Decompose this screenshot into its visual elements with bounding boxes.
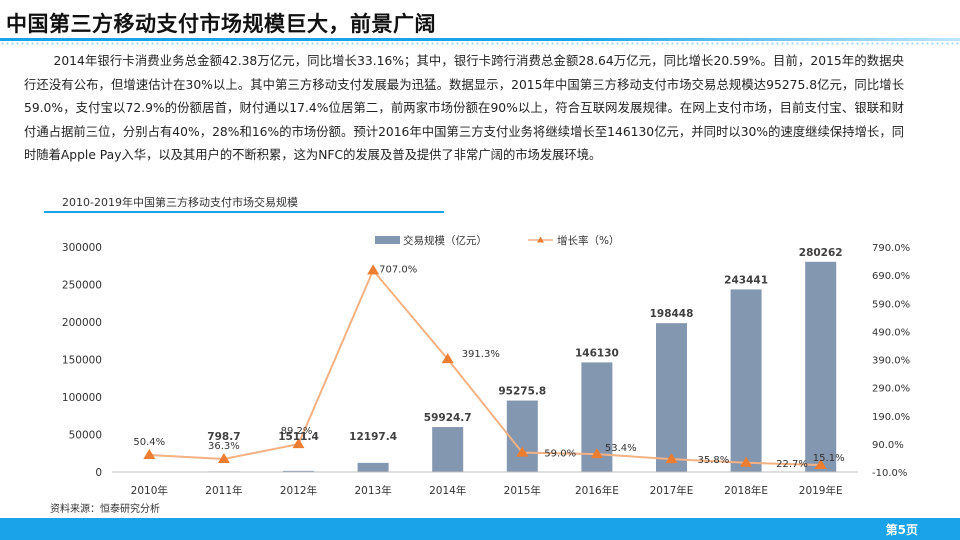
page-number: 第5页 [885,523,918,537]
left-tick-label: 250000 [62,280,102,292]
legend-bar-swatch [375,236,400,244]
source-note: 资料来源：恒泰研究分析 [50,504,160,515]
bar-value-label: 95275.8 [498,386,546,398]
x-tick-label: 2019年E [799,484,843,497]
bar-value-label: 146130 [575,347,619,359]
left-tick-label: 50000 [69,430,102,442]
bar [283,470,314,472]
bar [432,427,464,472]
growth-marker [292,438,305,449]
bar-value-label: 280262 [799,247,843,259]
growth-marker [665,453,678,464]
title-dotted-rule [0,42,960,45]
bar-value-label: 198448 [650,308,694,320]
left-tick-label: 200000 [62,317,102,329]
x-tick-label: 2015年 [504,484,541,497]
growth-marker [516,446,529,457]
x-tick-label: 2014年 [429,484,466,497]
bar-value-label: 798.7 [207,431,240,443]
growth-marker [367,264,380,275]
legend-bar-label: 交易规模（亿元） [403,234,487,247]
x-tick-label: 2018年E [724,484,768,497]
legend-line-label: 增长率（%） [557,234,619,247]
right-tick-label: 490.0% [872,327,910,338]
combo-chart: 0 50000 100000 150000 200000 250000 300000 -10… [62,234,910,497]
bar-value-label: 59924.7 [424,412,472,424]
growth-marker [740,456,753,467]
right-tick-label: 290.0% [872,384,910,395]
x-tick-label: 2011年 [205,484,242,497]
right-tick-label: 690.0% [872,271,910,282]
right-tick-label: 590.0% [872,299,910,310]
growth-value-label: 50.4% [133,437,165,448]
left-tick-label: 300000 [62,242,102,254]
right-tick-label: 390.0% [872,356,910,367]
right-tick-label: -10.0% [872,468,907,479]
growth-value-label: 707.0% [379,264,417,275]
growth-value-label: 36.3% [208,441,240,452]
growth-value-label: 35.8% [698,455,730,466]
left-tick-label: 0 [95,467,102,479]
left-tick-label: 150000 [62,355,102,367]
growth-marker [217,452,230,463]
growth-value-label: 53.4% [605,443,637,454]
chart-title-underline [44,211,444,213]
growth-line [149,268,821,466]
bar [357,462,389,472]
growth-marker [814,458,827,469]
title-underline [0,38,960,41]
growth-value-label: 15.1% [813,453,845,464]
bar-value-label: 1511.4 [278,431,319,443]
footer-bar [0,518,960,540]
x-tick-label: 2017年E [650,484,694,497]
growth-value-label: 89.2% [281,426,313,437]
bar [730,289,762,472]
bar [805,261,837,472]
page-title: 中国第三方移动支付市场规模巨大，前景广阔 [6,12,436,36]
chart-title: 2010-2019年中国第三方移动支付市场交易规模 [62,196,298,209]
growth-marker [590,448,603,459]
intro-paragraph: 2014年银行卡消费业务总金额42.38万亿元，同比增长33.16%；其中，银行… [24,54,904,162]
right-tick-label: 90.0% [872,440,904,451]
growth-marker [441,353,454,364]
right-tick-label: 190.0% [872,412,910,423]
bar [506,400,538,472]
x-tick-label: 2012年 [280,484,317,497]
x-tick-label: 2013年 [354,484,391,497]
bar-value-label: 12197.4 [349,431,397,443]
growth-value-label: 59.0% [544,449,576,460]
bar [656,323,687,472]
growth-value-label: 391.3% [462,349,500,360]
growth-marker [143,449,156,460]
x-tick-label: 2010年 [131,484,168,497]
growth-value-label: 22.7% [776,459,808,470]
legend-line-marker [537,236,544,243]
bar-value-label: 243441 [724,274,768,286]
x-tick-label: 2016年E [575,484,619,497]
left-tick-label: 100000 [62,392,102,404]
right-tick-label: 790.0% [872,243,910,254]
